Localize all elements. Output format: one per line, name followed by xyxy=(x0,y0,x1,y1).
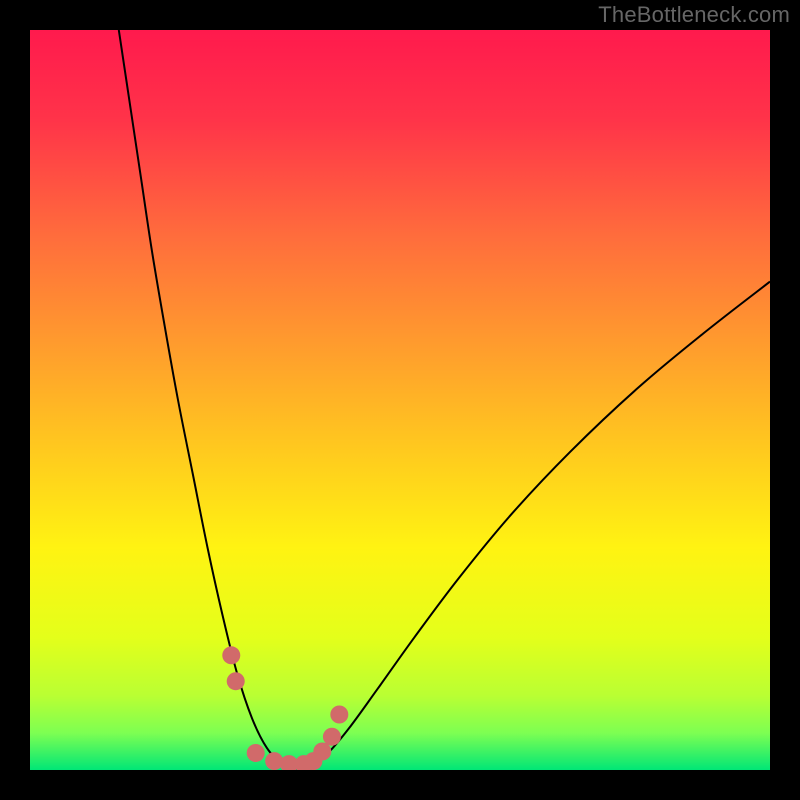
watermark-text: TheBottleneck.com xyxy=(598,2,790,28)
data-marker xyxy=(323,728,341,746)
chart-frame: TheBottleneck.com xyxy=(0,0,800,800)
bottleneck-chart xyxy=(0,0,800,800)
data-marker xyxy=(330,706,348,724)
data-marker xyxy=(227,672,245,690)
data-marker xyxy=(247,744,265,762)
data-marker xyxy=(222,646,240,664)
data-marker xyxy=(265,752,283,770)
data-marker xyxy=(313,743,331,761)
